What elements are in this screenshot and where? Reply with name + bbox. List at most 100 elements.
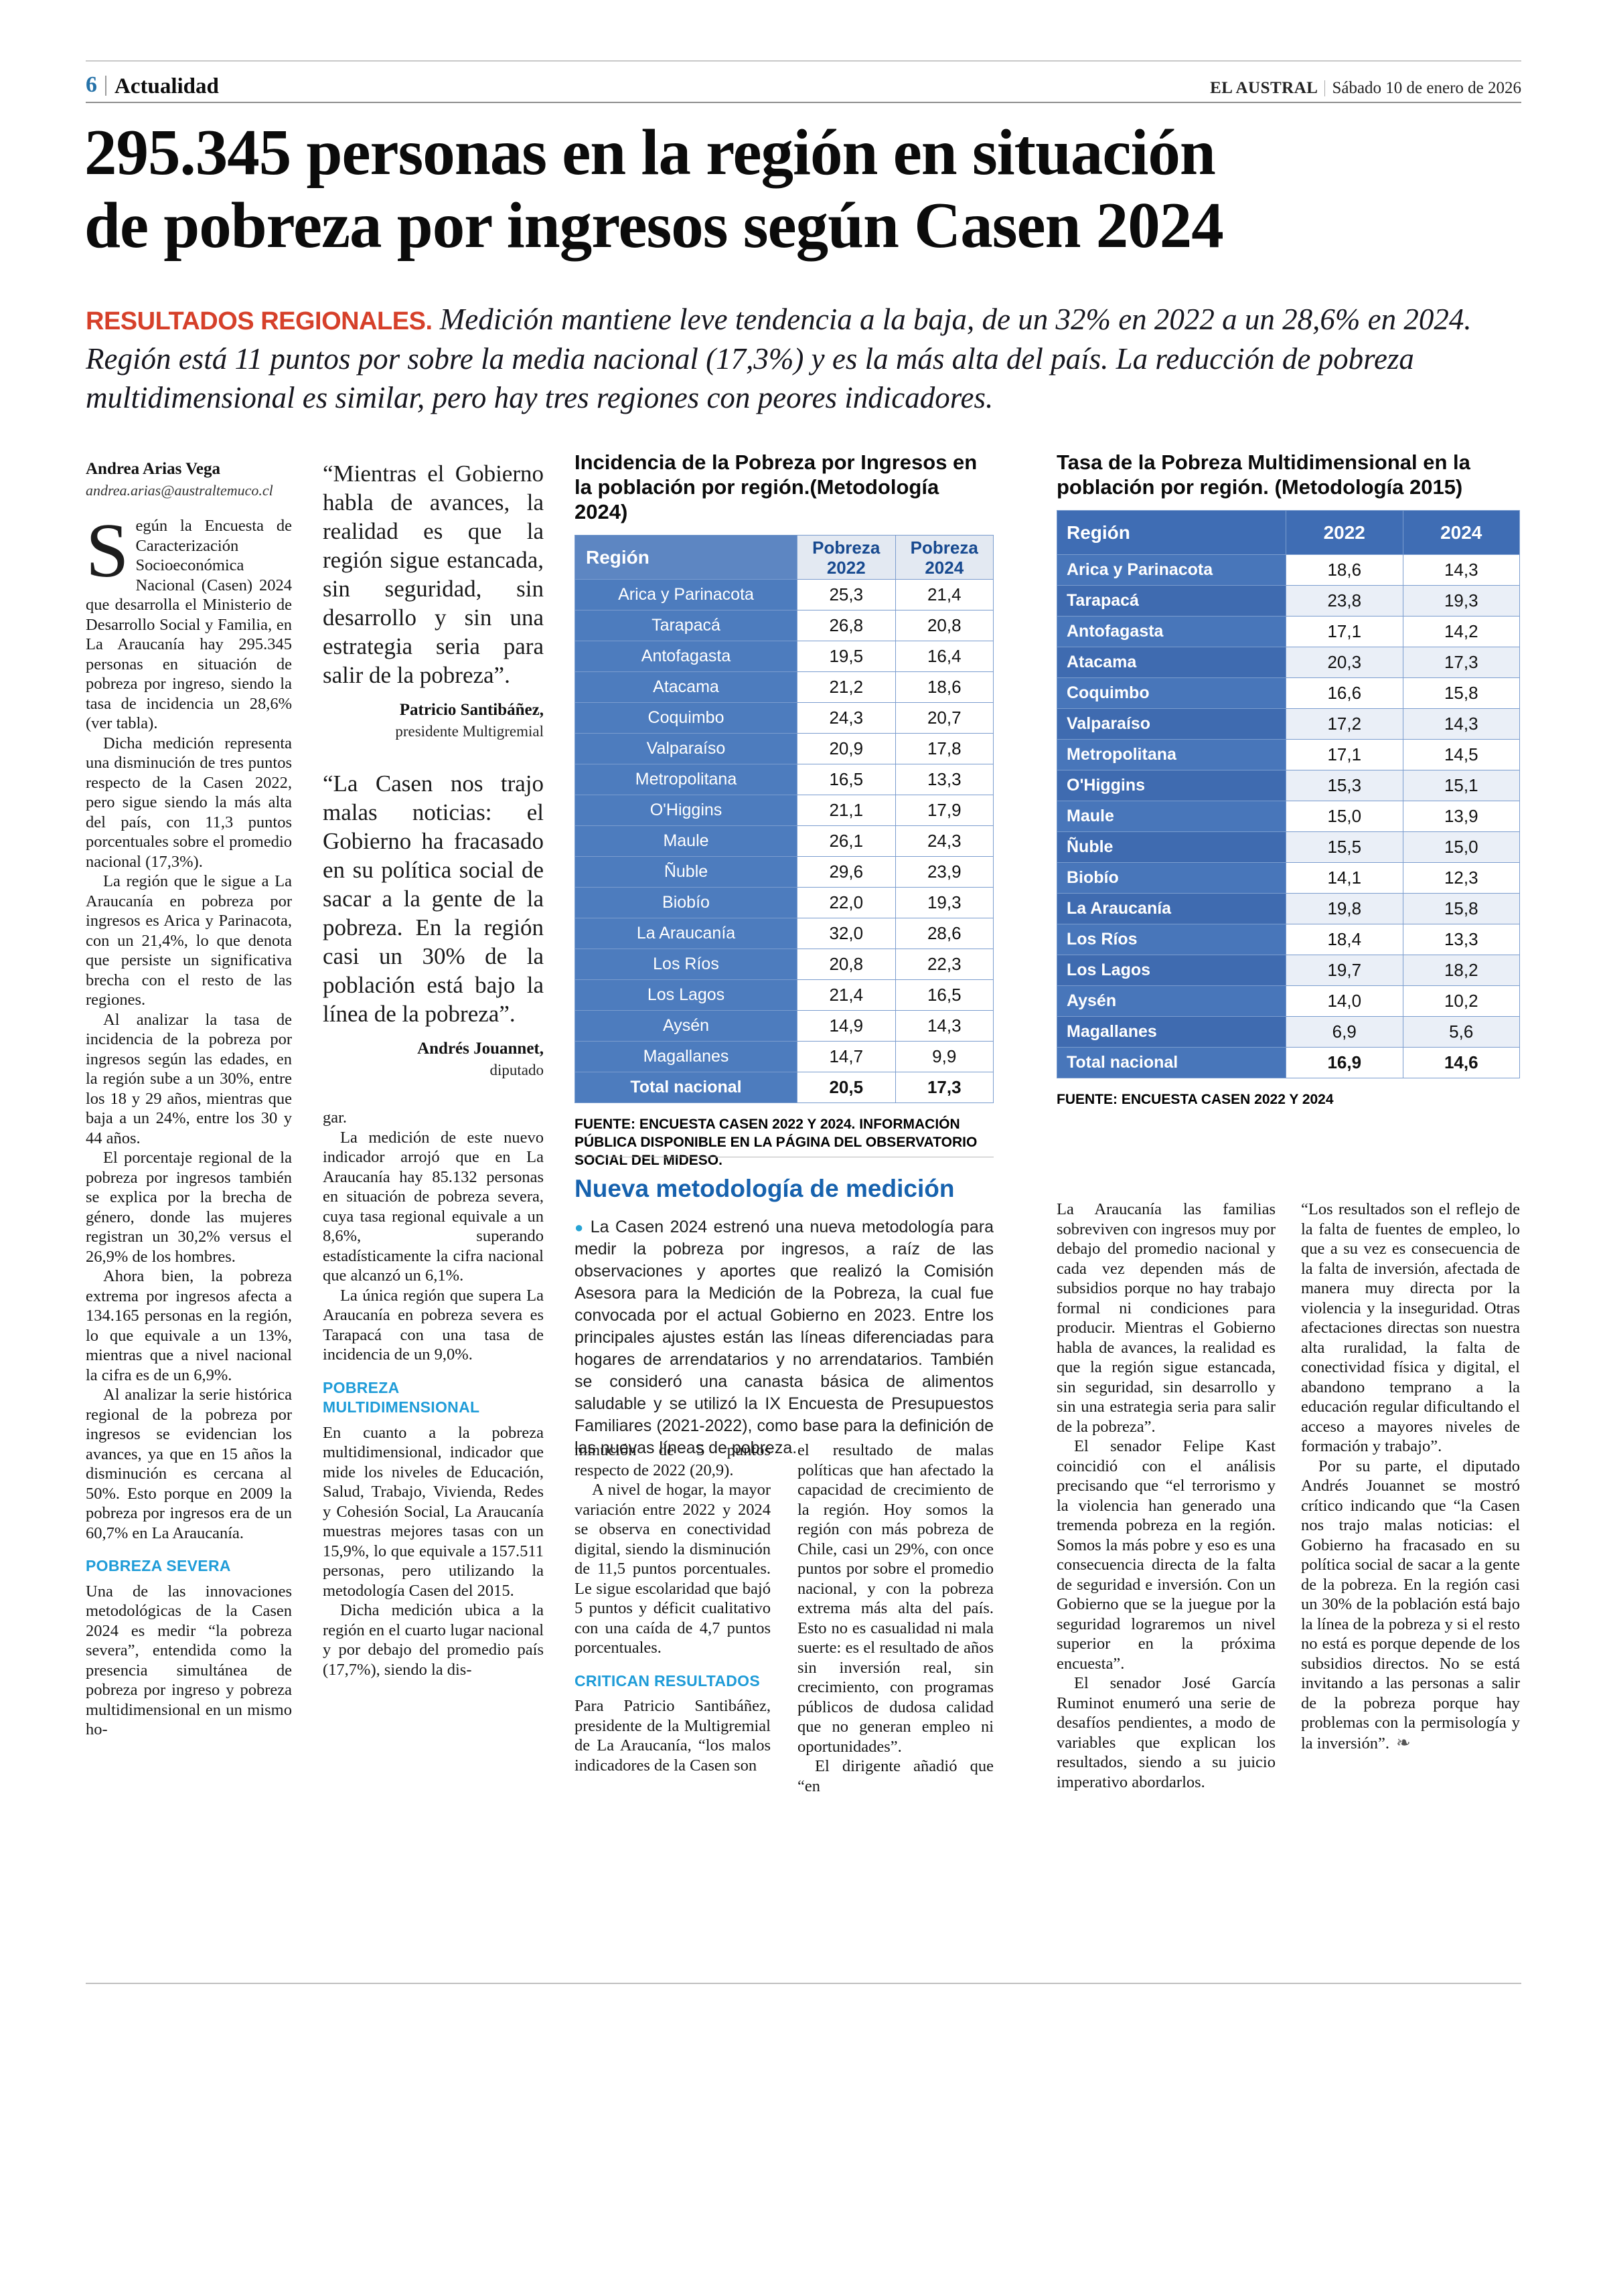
table-row: Magallanes 14,7 9,9 bbox=[575, 1041, 994, 1072]
region-cell: Maule bbox=[575, 825, 797, 857]
value-cell-2022: 18,4 bbox=[1286, 924, 1403, 955]
value-cell-2022: 17,1 bbox=[1286, 616, 1403, 647]
table-row: Los Lagos 21,4 16,5 bbox=[575, 979, 994, 1011]
body-paragraph: Por su parte, el diputado Andrés Jouanne… bbox=[1301, 1457, 1520, 1752]
quote-author: Patricio Santibáñez, bbox=[399, 701, 544, 719]
region-cell: Ñuble bbox=[1057, 831, 1286, 863]
body-paragraph: El senador José García Ruminot enumeró u… bbox=[1057, 1674, 1276, 1791]
section-subhead: POBREZA SEVERA bbox=[86, 1557, 231, 1574]
value-cell-2024: 21,4 bbox=[895, 579, 994, 610]
value-cell-2024: 20,8 bbox=[895, 610, 994, 641]
region-cell: O'Higgins bbox=[575, 795, 797, 826]
table-row: Total nacional 16,9 14,6 bbox=[1057, 1047, 1520, 1078]
value-cell-2024: 15,0 bbox=[1402, 831, 1520, 863]
region-cell: Aysén bbox=[575, 1010, 797, 1042]
value-cell-2024: 14,2 bbox=[1402, 616, 1520, 647]
value-cell-2024: 15,8 bbox=[1402, 893, 1520, 924]
body-paragraph: minución de 5 puntos respecto de 2022 (2… bbox=[575, 1441, 771, 1479]
methodology-body: ● La Casen 2024 estrenó una nueva metodol… bbox=[575, 1218, 994, 1457]
lead-paragraph: RESULTADOS REGIONALES. Medición mantiene… bbox=[86, 300, 1524, 418]
value-cell-2022: 16,5 bbox=[797, 764, 896, 795]
quote-attribution: Patricio Santibáñez, presidente Multigre… bbox=[323, 700, 544, 741]
table-row: Los Ríos 18,4 13,3 bbox=[1057, 924, 1520, 955]
column-header-2022: Pobreza 2022 bbox=[797, 535, 896, 580]
region-cell: Los Lagos bbox=[575, 979, 797, 1011]
value-cell-2022: 20,5 bbox=[797, 1072, 896, 1103]
body-paragraph: La única región que supera La Araucanía … bbox=[323, 1286, 544, 1364]
table-row: Ñuble 15,5 15,0 bbox=[1057, 831, 1520, 863]
table-row: Magallanes 6,9 5,6 bbox=[1057, 1016, 1520, 1048]
value-cell-2022: 19,5 bbox=[797, 641, 896, 672]
section-subhead: POBREZA MULTIDIMENSIONAL bbox=[323, 1378, 480, 1416]
value-cell-2022: 15,5 bbox=[1286, 831, 1403, 863]
kicker: RESULTADOS REGIONALES. bbox=[86, 307, 433, 335]
value-cell-2022: 14,0 bbox=[1286, 985, 1403, 1017]
page-number: 6 bbox=[86, 72, 97, 97]
value-cell-2022: 14,1 bbox=[1286, 862, 1403, 894]
region-cell: Aysén bbox=[1057, 985, 1286, 1017]
headline: 295.345 personas en la región en situaci… bbox=[84, 116, 1525, 262]
body-paragraph: Al analizar la tasa de incidencia de la … bbox=[86, 1010, 292, 1147]
value-cell-2024: 20,7 bbox=[895, 702, 994, 734]
region-cell: Metropolitana bbox=[1057, 739, 1286, 770]
table-row: O'Higgins 15,3 15,1 bbox=[1057, 770, 1520, 801]
income-table-source: FUENTE: ENCUESTA CASEN 2022 Y 2024. INFO… bbox=[575, 1117, 978, 1168]
value-cell-2022: 26,1 bbox=[797, 825, 896, 857]
table-row: Metropolitana 16,5 13,3 bbox=[575, 764, 994, 795]
article-columns-mid: minución de 5 puntos respecto de 2022 (2… bbox=[575, 1441, 994, 1796]
value-cell-2022: 32,0 bbox=[797, 918, 896, 949]
value-cell-2024: 19,3 bbox=[895, 887, 994, 918]
body-paragraph: “Los resultados son el reflejo de la fal… bbox=[1301, 1200, 1520, 1455]
multi-table-title: Tasa de la Pobreza Multidimensional en l… bbox=[1057, 450, 1470, 499]
quote-attribution: Andrés Jouannet, diputado bbox=[323, 1039, 544, 1080]
value-cell-2022: 19,7 bbox=[1286, 955, 1403, 986]
table-row: Coquimbo 24,3 20,7 bbox=[575, 702, 994, 734]
income-table-title: Incidencia de la Pobreza por Ingresos en… bbox=[575, 450, 978, 523]
region-cell: Total nacional bbox=[1057, 1047, 1286, 1078]
body-paragraph: El dirigente añadió que “en bbox=[797, 1757, 994, 1795]
income-table: Región Pobreza 2022 Pobreza 2024 Arica y… bbox=[575, 535, 994, 1103]
value-cell-2024: 24,3 bbox=[895, 825, 994, 857]
value-cell-2022: 15,3 bbox=[1286, 770, 1403, 801]
value-cell-2024: 17,9 bbox=[895, 795, 994, 826]
byline-name: Andrea Arias Vega bbox=[86, 460, 220, 478]
value-cell-2024: 17,8 bbox=[895, 733, 994, 764]
body-paragraph: La medición de este nuevo indicador arro… bbox=[323, 1128, 544, 1285]
byline: Andrea Arias Vega andrea.arias@australte… bbox=[86, 459, 292, 500]
table-row: La Araucanía 19,8 15,8 bbox=[1057, 893, 1520, 924]
table-row: Arica y Parinacota 18,6 14,3 bbox=[1057, 554, 1520, 586]
page-bottom-rule bbox=[86, 1983, 1521, 1984]
value-cell-2022: 20,9 bbox=[797, 733, 896, 764]
table-row: Ñuble 29,6 23,9 bbox=[575, 856, 994, 888]
methodology-title: Nueva metodología de medición bbox=[575, 1175, 955, 1202]
region-cell: Atacama bbox=[575, 671, 797, 703]
value-cell-2024: 17,3 bbox=[1402, 647, 1520, 678]
value-cell-2024: 23,9 bbox=[895, 856, 994, 888]
headline-line-2: de pobreza por ingresos según Casen 2024 bbox=[84, 189, 1224, 261]
page-header: 6 Actualidad EL AUSTRAL Sábado 10 de ene… bbox=[86, 66, 1521, 98]
table-row: Atacama 20,3 17,3 bbox=[1057, 647, 1520, 678]
edition-date: Sábado 10 de enero de 2026 bbox=[1332, 79, 1521, 97]
value-cell-2022: 18,6 bbox=[1286, 554, 1403, 586]
value-cell-2024: 18,6 bbox=[895, 671, 994, 703]
table-row: Tarapacá 23,8 19,3 bbox=[1057, 585, 1520, 617]
value-cell-2022: 29,6 bbox=[797, 856, 896, 888]
article-column-4: el resultado de malas políticas que han … bbox=[797, 1441, 994, 1796]
body-paragraph: Al analizar la serie histórica regional … bbox=[86, 1386, 292, 1542]
lead-text: Medición mantiene leve tendencia a la ba… bbox=[86, 303, 1472, 414]
quote-author-role: diputado bbox=[489, 1061, 544, 1078]
table-row: Tarapacá 26,8 20,8 bbox=[575, 610, 994, 641]
value-cell-2022: 14,7 bbox=[797, 1041, 896, 1072]
value-cell-2024: 14,3 bbox=[895, 1010, 994, 1042]
value-cell-2022: 21,4 bbox=[797, 979, 896, 1011]
headline-line-1: 295.345 personas en la región en situaci… bbox=[84, 116, 1216, 188]
value-cell-2022: 25,3 bbox=[797, 579, 896, 610]
article-column-2: “Mientras el Gobierno habla de avances, … bbox=[323, 459, 544, 1679]
value-cell-2024: 15,1 bbox=[1402, 770, 1520, 801]
table-row: Antofagasta 17,1 14,2 bbox=[1057, 616, 1520, 647]
value-cell-2022: 23,8 bbox=[1286, 585, 1403, 617]
table-row: Coquimbo 16,6 15,8 bbox=[1057, 677, 1520, 709]
table-row: Biobío 22,0 19,3 bbox=[575, 887, 994, 918]
value-cell-2024: 17,3 bbox=[895, 1072, 994, 1103]
